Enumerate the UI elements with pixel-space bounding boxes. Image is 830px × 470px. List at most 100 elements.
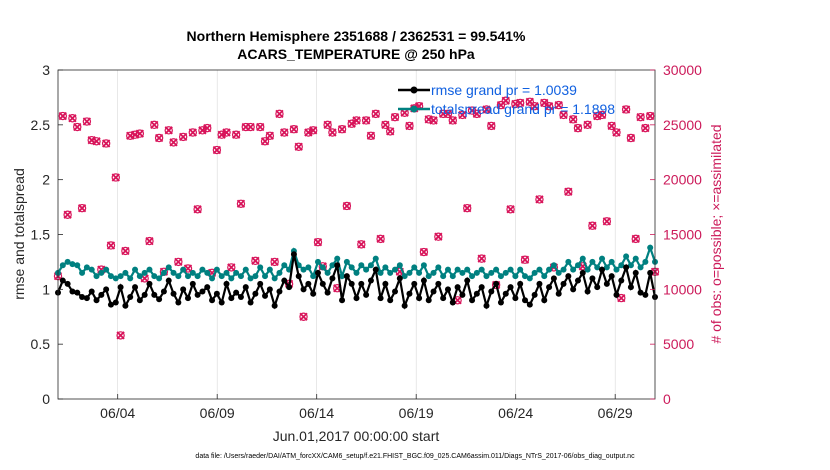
obs-possible-point — [559, 110, 568, 120]
spread-point — [603, 264, 610, 271]
rmse-point — [507, 284, 514, 291]
rmse-point — [377, 295, 384, 302]
rmse-point — [396, 275, 403, 282]
rmse-point — [647, 269, 654, 276]
obs-assimilated-point — [193, 205, 202, 214]
spread-point — [459, 269, 466, 276]
spread-point — [319, 264, 326, 271]
obs-possible-point — [92, 137, 101, 146]
rmse-point — [252, 290, 259, 297]
rmse-point — [69, 288, 76, 295]
spread-point — [512, 273, 519, 280]
obs-possible-point — [448, 116, 457, 125]
rmse-point — [512, 295, 519, 302]
rmse-point — [420, 277, 427, 284]
rmse-point — [363, 291, 370, 298]
obs-possible-point — [256, 122, 265, 132]
rmse-point — [449, 299, 456, 306]
rmse-point — [416, 295, 423, 302]
rmse-point — [170, 290, 177, 297]
spread-point — [623, 253, 630, 260]
rmse-point — [209, 297, 216, 304]
spread-point — [560, 266, 567, 273]
obs-possible-point — [289, 125, 299, 134]
rmse-point — [536, 280, 543, 287]
rmse-point — [117, 284, 124, 291]
obs-assimilated-point — [337, 125, 347, 134]
spread-point — [570, 266, 577, 273]
legend: rmse grand pr = 1.0039 totalspread grand… — [398, 82, 615, 117]
y2-tick-label: 20000 — [663, 172, 702, 188]
y-tick-label: 0 — [42, 391, 50, 407]
legend-rmse-marker — [410, 86, 418, 94]
obs-assimilated-point — [174, 257, 183, 267]
obs-possible-point — [82, 117, 92, 126]
obs-assimilated-point — [381, 120, 390, 129]
obs-assimilated-point — [251, 256, 260, 265]
rmse-point — [392, 288, 399, 295]
rmse-point — [632, 269, 639, 276]
rmse-point — [493, 280, 500, 287]
spread-point — [324, 269, 331, 276]
spread-point — [310, 273, 317, 280]
rmse-point — [237, 294, 244, 301]
spread-point — [266, 266, 273, 273]
spread-point — [411, 264, 418, 271]
obs-assimilated-point — [328, 128, 337, 137]
obs-possible-point — [463, 203, 472, 213]
obs-assimilated-point — [607, 121, 616, 131]
obs-possible-point — [188, 128, 198, 137]
spread-point — [435, 264, 442, 271]
obs-assimilated-point — [443, 109, 453, 119]
spread-point — [69, 261, 76, 268]
obs-assimilated-point — [299, 312, 308, 321]
rmse-point — [83, 295, 90, 302]
spread-point — [112, 275, 119, 282]
obs-possible-point — [111, 173, 120, 182]
spread-point — [473, 269, 480, 276]
obs-assimilated-point — [280, 128, 289, 137]
obs-possible-point — [602, 217, 612, 226]
obs-assimilated-point — [63, 210, 72, 219]
left-axis: 0 0.5 1 1.5 2 2.5 3 — [31, 62, 63, 407]
obs-assimilated-point — [352, 116, 361, 125]
obs-possible-point — [236, 199, 246, 208]
spread-point — [608, 258, 615, 265]
obs-possible-point — [626, 133, 636, 143]
spread-point — [93, 273, 100, 280]
rmse-point — [406, 290, 413, 297]
spread-point — [382, 264, 389, 271]
obs-assimilated-point — [621, 105, 631, 114]
spread-point — [454, 266, 461, 273]
obs-assimilated-point — [467, 106, 477, 115]
rmse-point — [473, 290, 480, 297]
spread-point — [88, 266, 95, 273]
obs-possible-point — [260, 137, 270, 146]
rmse-point — [367, 277, 374, 284]
obs-assimilated-point — [246, 122, 255, 132]
rmse-point — [74, 289, 81, 296]
spread-point — [449, 273, 456, 280]
obs-possible-point — [554, 100, 563, 110]
obs-assimilated-point — [482, 105, 491, 114]
obs-assimilated-point — [236, 199, 246, 208]
rmse-point — [88, 288, 95, 295]
obs-possible-point — [145, 236, 154, 246]
y-tick-label: 1.5 — [31, 227, 51, 243]
series-layer — [53, 96, 660, 340]
obs-assimilated-point — [203, 123, 212, 133]
spread-point — [632, 255, 639, 262]
obs-possible-point — [154, 133, 164, 143]
obs-assimilated-point — [477, 254, 486, 263]
rmse-point — [546, 284, 553, 291]
rmse-point — [613, 291, 620, 298]
spread-point — [546, 266, 553, 273]
obs-assimilated-point — [289, 125, 299, 134]
obs-assimilated-point — [646, 111, 655, 121]
obs-possible-point — [308, 126, 318, 135]
obs-assimilated-point — [366, 131, 376, 140]
obs-possible-point — [621, 105, 631, 114]
rmse-point — [310, 290, 317, 297]
obs-assimilated-point — [135, 129, 144, 138]
obs-assimilated-point — [164, 126, 173, 135]
